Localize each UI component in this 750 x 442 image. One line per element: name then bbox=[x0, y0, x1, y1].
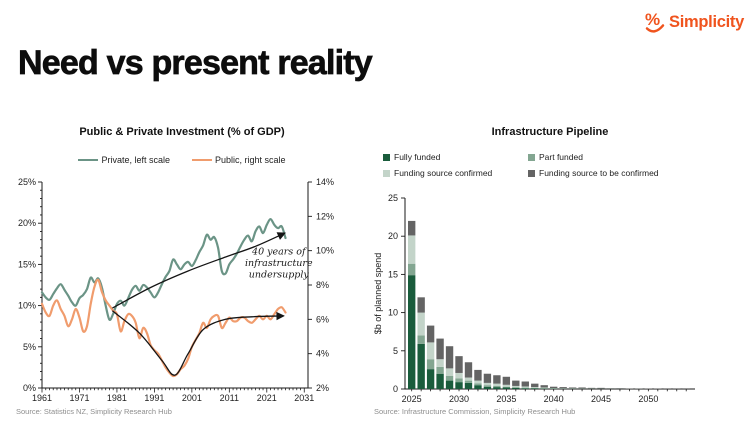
investment-chart-panel: Public & Private Investment (% of GDP) P… bbox=[8, 124, 356, 436]
pipeline-source: Source: Infrastructure Commission, Simpl… bbox=[374, 407, 576, 416]
svg-text:1961: 1961 bbox=[32, 393, 52, 403]
svg-text:0: 0 bbox=[393, 384, 398, 394]
svg-text:1991: 1991 bbox=[144, 393, 164, 403]
svg-text:4%: 4% bbox=[316, 349, 329, 359]
svg-text:5%: 5% bbox=[23, 342, 36, 352]
simplicity-logo: % Simplicity bbox=[642, 9, 744, 36]
svg-text:2011: 2011 bbox=[220, 393, 239, 403]
pipeline-chart-panel: Infrastructure Pipeline Fully funded Par… bbox=[370, 124, 748, 436]
legend-label-fully-funded: Fully funded bbox=[394, 152, 441, 162]
legend-item-private: Private, left scale bbox=[78, 155, 170, 165]
legend-item-part-funded: Part funded bbox=[528, 152, 659, 162]
svg-text:infrastructure: infrastructure bbox=[245, 258, 313, 269]
svg-text:2001: 2001 bbox=[182, 393, 202, 403]
private-line-swatch bbox=[78, 158, 99, 162]
svg-text:20%: 20% bbox=[18, 218, 36, 228]
funding-confirmed-swatch bbox=[383, 170, 390, 177]
svg-text:12%: 12% bbox=[316, 211, 334, 221]
svg-text:2030: 2030 bbox=[449, 394, 469, 404]
svg-text:$b of planned spend: $b of planned spend bbox=[373, 253, 383, 335]
svg-text:2031: 2031 bbox=[294, 393, 314, 403]
pipeline-chart-title: Infrastructure Pipeline bbox=[491, 126, 609, 138]
investment-legend: Private, left scale Public, right scale bbox=[8, 155, 356, 165]
part-funded-swatch bbox=[528, 154, 535, 161]
svg-text:2025: 2025 bbox=[402, 394, 422, 404]
svg-text:15: 15 bbox=[388, 269, 398, 279]
svg-text:2035: 2035 bbox=[496, 394, 516, 404]
svg-text:1971: 1971 bbox=[69, 393, 89, 403]
svg-text:2%: 2% bbox=[316, 383, 329, 393]
svg-text:10%: 10% bbox=[18, 301, 36, 311]
legend-label-part-funded: Part funded bbox=[539, 152, 583, 162]
fully-funded-swatch bbox=[383, 154, 390, 161]
legend-item-public: Public, right scale bbox=[191, 155, 286, 165]
svg-text:2021: 2021 bbox=[257, 393, 277, 403]
percent-glyph: % bbox=[645, 10, 660, 29]
svg-text:0%: 0% bbox=[23, 383, 36, 393]
svg-text:undersupply: undersupply bbox=[249, 270, 310, 281]
svg-text:20: 20 bbox=[388, 231, 398, 241]
investment-chart-title: Public & Private Investment (% of GDP) bbox=[79, 126, 285, 138]
investment-source: Source: Statistics NZ, Simplicity Resear… bbox=[16, 407, 172, 416]
investment-line-chart: 0% 5% 10% 15% 20% 25% 2% 4% 6% 8% 10% 12% 14% 1961 197… bbox=[18, 177, 334, 403]
legend-item-fully-funded: Fully funded bbox=[383, 152, 528, 162]
legend-label-funding-confirmed: Funding source confirmed bbox=[394, 168, 493, 178]
svg-text:2040: 2040 bbox=[544, 394, 564, 404]
svg-text:5: 5 bbox=[393, 346, 398, 356]
public-line-swatch bbox=[191, 158, 212, 162]
svg-text:15%: 15% bbox=[18, 259, 36, 269]
legend-label-private: Private, left scale bbox=[101, 155, 170, 165]
svg-text:40 years of: 40 years of bbox=[251, 247, 307, 258]
svg-text:6%: 6% bbox=[316, 314, 329, 324]
svg-text:1981: 1981 bbox=[107, 393, 127, 403]
legend-label-public: Public, right scale bbox=[214, 155, 286, 165]
legend-item-funding-tbc: Funding source to be confirmed bbox=[528, 168, 659, 178]
page-title: Need vs present reality bbox=[18, 44, 373, 83]
percent-smile-icon: % bbox=[645, 10, 665, 33]
svg-text:2045: 2045 bbox=[591, 394, 611, 404]
svg-text:25: 25 bbox=[388, 193, 398, 203]
svg-text:10: 10 bbox=[388, 308, 398, 318]
svg-text:25%: 25% bbox=[18, 177, 36, 187]
svg-text:10%: 10% bbox=[316, 246, 334, 256]
pipeline-legend: Fully funded Part funded Funding source … bbox=[383, 152, 659, 178]
legend-item-funding-confirmed: Funding source confirmed bbox=[383, 168, 528, 178]
svg-text:8%: 8% bbox=[316, 280, 329, 290]
logo-brand-text: Simplicity bbox=[669, 13, 744, 31]
funding-tbc-swatch bbox=[528, 170, 535, 177]
legend-label-funding-tbc: Funding source to be confirmed bbox=[539, 168, 659, 178]
svg-text:2050: 2050 bbox=[638, 394, 658, 404]
svg-text:14%: 14% bbox=[316, 177, 334, 187]
